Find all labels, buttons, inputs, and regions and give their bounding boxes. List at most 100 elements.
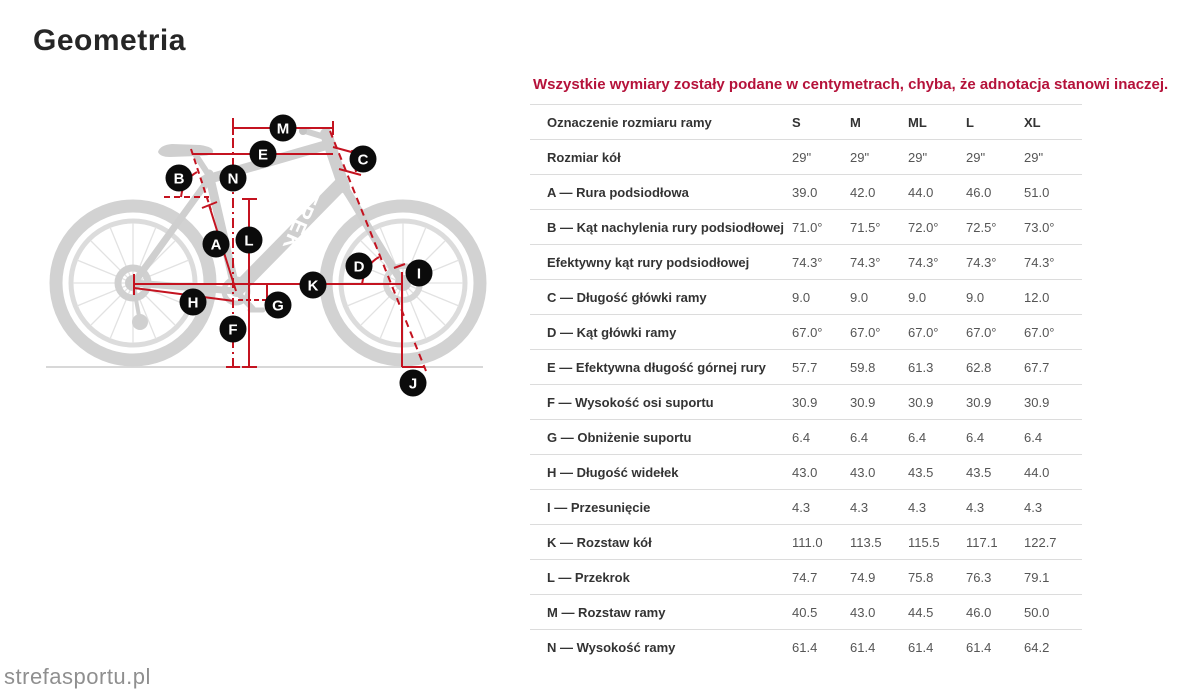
geometry-col-header: S (792, 114, 801, 130)
geometry-row-label: C — Długość główki ramy (547, 289, 707, 305)
geometry-table-body: Rozmiar kół 29" 29" 29" 29" 29" A — Rura pod… (530, 139, 1082, 665)
geometry-value-cell: 67.0° (792, 324, 823, 340)
geometry-row-label: H — Długość widełek (547, 464, 679, 480)
units-note: Wszystkie wymiary zostały podane w centy… (533, 76, 1169, 93)
geometry-value-cell: 6.4 (908, 429, 927, 445)
geometry-value-cell: 67.0° (1024, 324, 1055, 340)
geometry-table-row: K — Rozstaw kół 111.0 113.5 115.5 117.1 122.… (530, 524, 1082, 560)
svg-text:A: A (211, 237, 222, 254)
geometry-value-cell: 29" (1024, 149, 1044, 165)
diagram-label-f: F (219, 315, 247, 343)
geometry-value-cell: 43.0 (850, 464, 876, 480)
crank-arm (233, 288, 256, 312)
geometry-value-cell: 6.4 (850, 429, 869, 445)
diagram-label-b: B (165, 164, 193, 192)
geometry-value-cell: 43.0 (850, 604, 876, 620)
geometry-value-cell: 74.3° (1024, 254, 1055, 270)
diagram-label-j: J (399, 369, 427, 397)
geometry-table-row: Efektywny kąt rury podsiodłowej 74.3° 74.… (530, 244, 1082, 280)
saddle (158, 144, 214, 157)
geometry-value-cell: 115.5 (908, 534, 940, 550)
geometry-row-label: A — Rura podsiodłowa (547, 184, 689, 200)
diagram-label-k: K (299, 271, 327, 299)
geometry-value-cell: 74.9 (850, 569, 876, 585)
geometry-value-cell: 75.8 (908, 569, 934, 585)
geometry-value-cell: 9.0 (908, 289, 927, 305)
geometry-value-cell: 117.1 (966, 534, 998, 550)
geometry-table-row: N — Wysokość ramy 61.4 61.4 61.4 61.4 64.2 (530, 629, 1082, 665)
diagram-label-l: L (235, 226, 263, 254)
geometry-value-cell: 6.4 (792, 429, 811, 445)
geometry-value-cell: 74.3° (850, 254, 881, 270)
geometry-value-cell: 71.5° (850, 219, 881, 235)
diagram-label-d: D (345, 252, 373, 280)
geometry-value-cell: 6.4 (1024, 429, 1043, 445)
geometry-col-header: M (850, 114, 861, 130)
svg-text:C: C (358, 152, 369, 169)
geometry-col-header: ML (908, 114, 927, 130)
diagram-label-a: A (202, 230, 230, 258)
geometry-value-cell: 62.8 (966, 359, 992, 375)
geometry-value-cell: 76.3 (966, 569, 992, 585)
geometry-value-cell: 42.0 (850, 184, 876, 200)
geometry-table-header-row: Oznaczenie rozmiaru ramy S M ML L XL (530, 104, 1082, 140)
geometry-row-label: Efektywny kąt rury podsiodłowej (547, 254, 750, 270)
geometry-value-cell: 9.0 (792, 289, 811, 305)
geometry-value-cell: 74.3° (908, 254, 939, 270)
geometry-value-cell: 30.9 (1024, 394, 1050, 410)
geometry-diagram: TREK (46, 114, 487, 397)
geometry-value-cell: 61.4 (966, 639, 992, 655)
geometry-value-cell: 12.0 (1024, 289, 1050, 305)
geometry-value-cell: 9.0 (966, 289, 985, 305)
geometry-table-row: L — Przekrok 74.7 74.9 75.8 76.3 79.1 (530, 559, 1082, 595)
geometry-value-cell: 67.0° (850, 324, 881, 340)
geometry-table-row: Rozmiar kół 29" 29" 29" 29" 29" (530, 139, 1082, 175)
geometry-value-cell: 51.0 (1024, 184, 1050, 200)
geometry-value-cell: 74.3° (792, 254, 823, 270)
geometry-value-cell: 29" (966, 149, 986, 165)
geometry-value-cell: 61.4 (792, 639, 818, 655)
geometry-value-cell: 67.7 (1024, 359, 1050, 375)
geometry-value-cell: 50.0 (1024, 604, 1050, 620)
geometry-value-cell: 113.5 (850, 534, 882, 550)
svg-text:I: I (417, 266, 421, 283)
diagram-label-h: H (179, 288, 207, 316)
geometry-value-cell: 29" (908, 149, 928, 165)
geometry-value-cell: 79.1 (1024, 569, 1050, 585)
geometry-col-header: L (966, 114, 974, 130)
svg-text:G: G (272, 298, 284, 315)
diagram-label-c: C (349, 145, 377, 173)
geometry-value-cell: 61.3 (908, 359, 934, 375)
geometry-table-row: B — Kąt nachylenia rury podsiodłowej 71.… (530, 209, 1082, 245)
geometry-value-cell: 59.8 (850, 359, 876, 375)
geometry-row-label: B — Kąt nachylenia rury podsiodłowej (547, 219, 784, 235)
svg-text:L: L (244, 233, 253, 250)
geometry-value-cell: 46.0 (966, 604, 992, 620)
geometry-table-wrap: Oznaczenie rozmiaru ramy S M ML L XL Rozmiar … (530, 104, 1082, 664)
geometry-row-label: D — Kąt główki ramy (547, 324, 677, 340)
geometry-value-cell: 9.0 (850, 289, 869, 305)
geometry-row-label: M — Rozstaw ramy (547, 604, 666, 620)
geometry-value-cell: 43.5 (966, 464, 992, 480)
diagram-label-i: I (405, 259, 433, 287)
geometry-table-row: F — Wysokość osi suportu 30.9 30.9 30.9 30.… (530, 384, 1082, 420)
geometry-value-cell: 72.5° (966, 219, 997, 235)
diagram-label-badges: M E C B N A L D (165, 114, 433, 397)
geometry-value-cell: 44.0 (908, 184, 934, 200)
geometry-value-cell: 29" (792, 149, 812, 165)
geometry-value-cell: 44.0 (1024, 464, 1050, 480)
geometry-table-row: G — Obniżenie suportu 6.4 6.4 6.4 6.4 6.4 (530, 419, 1082, 455)
geometry-value-cell: 122.7 (1024, 534, 1057, 550)
geometry-value-cell: 71.0° (792, 219, 823, 235)
svg-text:N: N (228, 171, 239, 188)
geometry-value-cell: 46.0 (966, 184, 992, 200)
geometry-table-row: H — Długość widełek 43.0 43.0 43.5 43.5 44.0 (530, 454, 1082, 490)
geometry-value-cell: 30.9 (850, 394, 876, 410)
page-title: Geometria (33, 24, 186, 57)
svg-text:F: F (228, 322, 237, 339)
geometry-row-label: N — Wysokość ramy (547, 639, 676, 655)
geometry-row-label: Rozmiar kół (547, 149, 621, 165)
diagram-label-g: G (264, 291, 292, 319)
geometry-value-cell: 30.9 (792, 394, 818, 410)
geometry-value-cell: 74.3° (966, 254, 997, 270)
